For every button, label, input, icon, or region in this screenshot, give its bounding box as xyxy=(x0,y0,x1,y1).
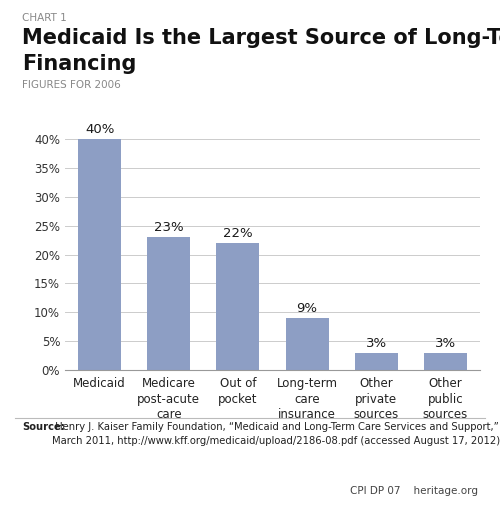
Text: Medicaid Is the Largest Source of Long-Term Care: Medicaid Is the Largest Source of Long-T… xyxy=(22,28,500,48)
Bar xyxy=(286,318,329,370)
Text: Financing: Financing xyxy=(22,54,137,74)
Text: CPI DP 07    heritage.org: CPI DP 07 heritage.org xyxy=(350,486,478,496)
Text: 22%: 22% xyxy=(223,227,252,240)
Bar xyxy=(216,243,260,370)
Text: CHART 1: CHART 1 xyxy=(22,13,67,23)
Text: 3%: 3% xyxy=(435,337,456,350)
Text: 23%: 23% xyxy=(154,222,184,234)
Text: Source:: Source: xyxy=(22,422,66,432)
Bar xyxy=(424,353,467,370)
Bar xyxy=(355,353,398,370)
Bar xyxy=(148,237,190,370)
Text: 3%: 3% xyxy=(366,337,387,350)
Text: 9%: 9% xyxy=(296,302,318,315)
Bar xyxy=(78,139,121,370)
Text: FIGURES FOR 2006: FIGURES FOR 2006 xyxy=(22,80,121,90)
Text: Henry J. Kaiser Family Foundation, “Medicaid and Long-Term Care Services and Sup: Henry J. Kaiser Family Foundation, “Medi… xyxy=(52,422,500,446)
Text: 40%: 40% xyxy=(85,123,114,136)
